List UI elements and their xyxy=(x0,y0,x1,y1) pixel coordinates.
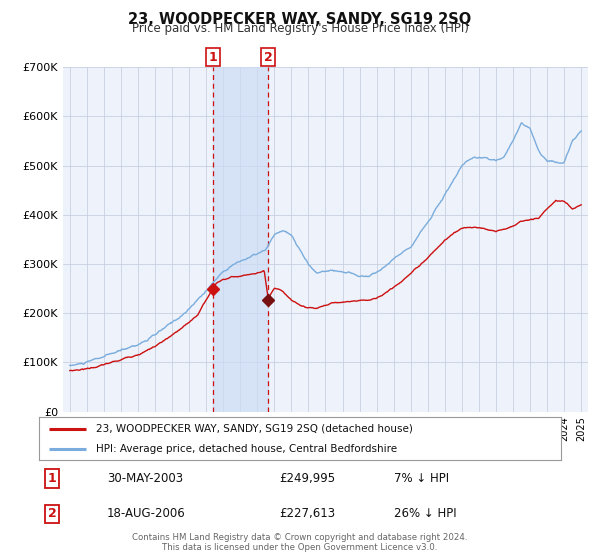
Text: 1: 1 xyxy=(47,472,56,485)
Text: 23, WOODPECKER WAY, SANDY, SG19 2SQ: 23, WOODPECKER WAY, SANDY, SG19 2SQ xyxy=(128,12,472,27)
Text: 2: 2 xyxy=(47,507,56,520)
Text: 23, WOODPECKER WAY, SANDY, SG19 2SQ (detached house): 23, WOODPECKER WAY, SANDY, SG19 2SQ (det… xyxy=(97,424,413,434)
Bar xyxy=(213,67,268,412)
Text: HPI: Average price, detached house, Central Bedfordshire: HPI: Average price, detached house, Cent… xyxy=(97,444,398,454)
Text: £227,613: £227,613 xyxy=(279,507,335,520)
Text: 18-AUG-2006: 18-AUG-2006 xyxy=(107,507,185,520)
Text: 1: 1 xyxy=(209,51,218,64)
Text: £249,995: £249,995 xyxy=(279,472,335,485)
Text: 26% ↓ HPI: 26% ↓ HPI xyxy=(394,507,457,520)
Text: 7% ↓ HPI: 7% ↓ HPI xyxy=(394,472,449,485)
Text: Price paid vs. HM Land Registry's House Price Index (HPI): Price paid vs. HM Land Registry's House … xyxy=(131,22,469,35)
Text: This data is licensed under the Open Government Licence v3.0.: This data is licensed under the Open Gov… xyxy=(163,543,437,552)
Text: 2: 2 xyxy=(263,51,272,64)
Text: Contains HM Land Registry data © Crown copyright and database right 2024.: Contains HM Land Registry data © Crown c… xyxy=(132,533,468,542)
Text: 30-MAY-2003: 30-MAY-2003 xyxy=(107,472,183,485)
